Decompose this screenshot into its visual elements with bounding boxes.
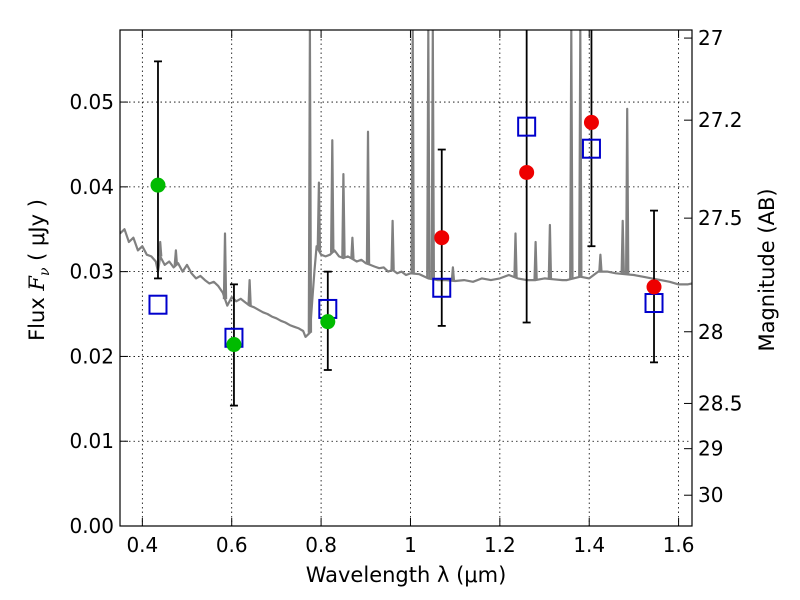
spectrum-emission-line (158, 240, 163, 257)
spectrum-emission-line (426, 30, 431, 279)
y-tick-label: 0.02 (69, 344, 114, 368)
spectrum-emission-line (316, 181, 322, 251)
observed-point-red (519, 164, 535, 180)
right-tick-label: 28.5 (698, 391, 743, 415)
spectrum-emission-line (620, 219, 625, 275)
spectrum-emission-line (350, 236, 355, 259)
spectrum-emission-line (390, 219, 395, 270)
spectrum-emission-line (430, 30, 435, 280)
observed-point-red (583, 114, 599, 130)
y-tick-label: 0.01 (69, 429, 114, 453)
observed-point-green (226, 337, 242, 353)
x-tick-label: 0.4 (126, 533, 158, 557)
y-axis-label-unit: ( μJy ) (25, 199, 49, 267)
model-square (517, 116, 537, 137)
right-tick-label: 27.5 (698, 206, 743, 230)
spectrum-emission-line (247, 279, 252, 306)
ticks-group: 0.4 0.6 0.8 1 1.2 1.4 1.6 0.00 0.01 0.02 0.03 0.04 0… (69, 26, 742, 557)
observed-point-red (646, 279, 662, 295)
spectrum-emission-line (547, 223, 553, 279)
x-tick-label: 0.6 (216, 533, 248, 557)
right-axis-label: Magnitude (AB) (755, 188, 779, 351)
x-tick-label: 1.6 (663, 533, 695, 557)
spectrum-emission-line (341, 173, 346, 259)
right-tick-label: 27 (698, 26, 723, 50)
x-tick-label: 1 (404, 533, 417, 557)
observed-point-red (434, 230, 450, 246)
spectrum-emission-line (307, 30, 313, 333)
plot-area (120, 30, 692, 407)
spectrum-emission-line (330, 139, 335, 253)
y-tick-label: 0.04 (69, 175, 114, 199)
y-axis-label-group: Flux Fν ( μJy ) (25, 199, 53, 341)
spectrum-emission-line (222, 232, 228, 300)
x-axis-label: Wavelength λ (μm) (306, 563, 507, 587)
y-axis-label: Flux Fν ( μJy ) (25, 199, 53, 341)
spectrum-emission-line (450, 266, 456, 281)
observed-point-green (150, 177, 166, 193)
right-tick-label: 28 (698, 320, 723, 344)
spectrum-emission-line (410, 30, 415, 274)
right-tick-label: 29 (698, 437, 723, 461)
plot-background (120, 30, 692, 526)
spectrum-group (120, 30, 692, 338)
spectrum-emission-line (173, 249, 179, 266)
spectrum-emission-line (569, 30, 574, 280)
y-axis-label-subscript: ν (37, 267, 53, 276)
observed-point-green (320, 314, 336, 330)
spectrum-line (120, 228, 692, 338)
spectrum-emission-line (513, 232, 518, 278)
model-square (148, 294, 168, 315)
x-tick-label: 0.8 (305, 533, 337, 557)
spectrum-emission-line (365, 130, 371, 265)
right-tick-label: 27.2 (698, 108, 743, 132)
x-tick-label: 1.4 (573, 533, 605, 557)
plot-frame (119, 29, 693, 527)
y-tick-label: 0.03 (69, 260, 114, 284)
right-tick-label: 30 (698, 483, 723, 507)
model-square (432, 277, 452, 298)
markers-group (148, 30, 664, 407)
spectrum-emission-line (598, 253, 603, 272)
spectrum-emission-line (533, 240, 538, 281)
spectrum-emission-line (625, 107, 630, 275)
y-tick-label: 0.05 (69, 90, 114, 114)
y-tick-label: 0.00 (69, 514, 114, 538)
model-square (581, 138, 601, 159)
y-axis-label-part1: Flux (25, 291, 49, 341)
x-tick-label: 1.2 (484, 533, 516, 557)
y-axis-label-symbol: F (25, 275, 49, 292)
spectrum-emission-line (578, 30, 583, 277)
